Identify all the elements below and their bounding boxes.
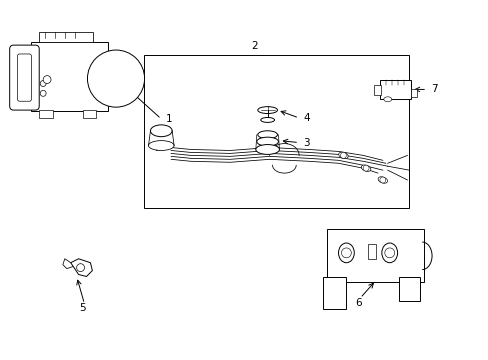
Ellipse shape [257, 131, 277, 139]
Ellipse shape [150, 125, 172, 137]
Circle shape [77, 264, 84, 271]
FancyBboxPatch shape [10, 45, 39, 110]
Ellipse shape [256, 137, 278, 146]
Text: 1: 1 [166, 114, 172, 124]
Text: 3: 3 [303, 138, 309, 148]
Ellipse shape [338, 152, 347, 159]
Circle shape [363, 165, 368, 171]
Ellipse shape [148, 141, 174, 150]
Bar [410, 89, 416, 97]
Bar [367, 244, 375, 259]
FancyBboxPatch shape [326, 229, 423, 282]
Text: 6: 6 [354, 298, 361, 308]
Ellipse shape [338, 243, 353, 263]
Text: 2: 2 [251, 41, 258, 51]
Bar [39, 32, 93, 42]
Bar [373, 85, 380, 95]
Text: 5: 5 [79, 303, 86, 313]
Circle shape [340, 152, 346, 158]
Circle shape [40, 90, 46, 96]
Ellipse shape [257, 107, 277, 113]
Ellipse shape [383, 97, 391, 102]
Ellipse shape [361, 165, 370, 171]
Ellipse shape [260, 117, 274, 122]
Text: 7: 7 [430, 84, 437, 94]
Ellipse shape [381, 243, 397, 263]
Ellipse shape [255, 145, 279, 154]
Bar [379, 80, 410, 99]
FancyBboxPatch shape [398, 278, 419, 301]
Bar [39, 110, 53, 118]
Circle shape [87, 50, 144, 107]
FancyBboxPatch shape [322, 278, 346, 309]
Bar [143, 55, 408, 208]
Circle shape [40, 81, 46, 86]
Circle shape [341, 248, 350, 258]
FancyBboxPatch shape [18, 54, 31, 101]
Bar [82, 110, 96, 118]
Ellipse shape [377, 177, 387, 183]
Circle shape [43, 76, 51, 84]
Text: 4: 4 [303, 113, 309, 123]
Circle shape [384, 248, 394, 258]
Bar [31, 42, 108, 111]
Circle shape [379, 177, 385, 183]
Polygon shape [71, 259, 92, 276]
